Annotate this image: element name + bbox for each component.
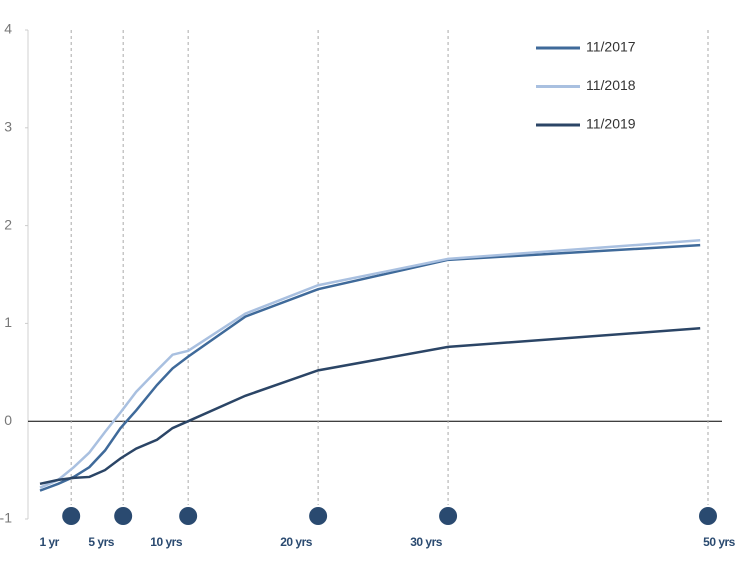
x-tick-label: 30 yrs (410, 535, 443, 549)
tick-dot (179, 507, 198, 525)
y-tick-label: 4 (4, 21, 12, 37)
tick-dot (62, 507, 81, 525)
x-tick-label: 50 yrs (703, 535, 736, 549)
x-tick-label: 5 yrs (88, 535, 114, 549)
y-tick-label: -1 (0, 510, 12, 526)
x-tick-label: 1 yr (40, 535, 60, 549)
tick-dot (114, 507, 133, 525)
tick-dot (699, 507, 717, 525)
y-tick-label: 3 (4, 119, 12, 135)
x-tick-label: 10 yrs (150, 535, 183, 549)
tick-dot (439, 507, 458, 525)
y-tick-label: 2 (4, 216, 12, 232)
series-line (39, 239, 701, 489)
x-tick-label: 20 yrs (280, 535, 313, 549)
tick-dot (309, 507, 328, 525)
legend-label: 11/2018 (586, 77, 636, 93)
series-line (39, 243, 701, 492)
legend-label: 11/2019 (586, 116, 636, 132)
y-tick-label: 1 (4, 314, 12, 330)
y-tick-label: 0 (4, 412, 12, 428)
series-line (39, 327, 701, 486)
legend-label: 11/2017 (586, 39, 636, 55)
